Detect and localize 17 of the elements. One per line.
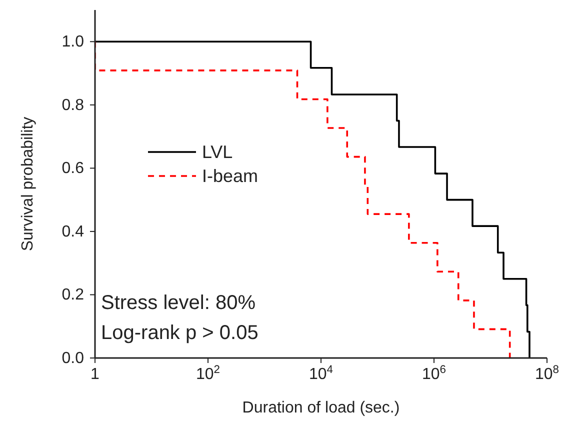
x-tick-label: 10$^{8}$ (534, 364, 560, 383)
y-tick-label: 0.2 (62, 286, 84, 304)
x-tick-label: 10$^{6}$ (422, 364, 446, 383)
x-tick-label: 1 (90, 366, 100, 383)
y-tick-label: 0.8 (62, 96, 84, 114)
legend-label: LVL (202, 142, 233, 162)
y-tick-label: 0.6 (62, 160, 84, 178)
x-tick-label: 10$^{4}$ (308, 364, 334, 383)
annotation: Log-rank p > 0.05 (101, 321, 258, 346)
y-tick-label: 0.0 (62, 350, 84, 367)
y-tick-label: 1.0 (62, 34, 84, 51)
y-axis-title: Survival probability (20, 116, 37, 252)
annotation: Stress level: 80% (101, 291, 257, 316)
x-axis-title: Duration of load (sec.) (242, 399, 400, 416)
legend-label: I-beam (202, 166, 258, 186)
x-tick-label: 10$^{2}$ (196, 364, 220, 383)
y-tick-label: 0.4 (62, 223, 84, 240)
